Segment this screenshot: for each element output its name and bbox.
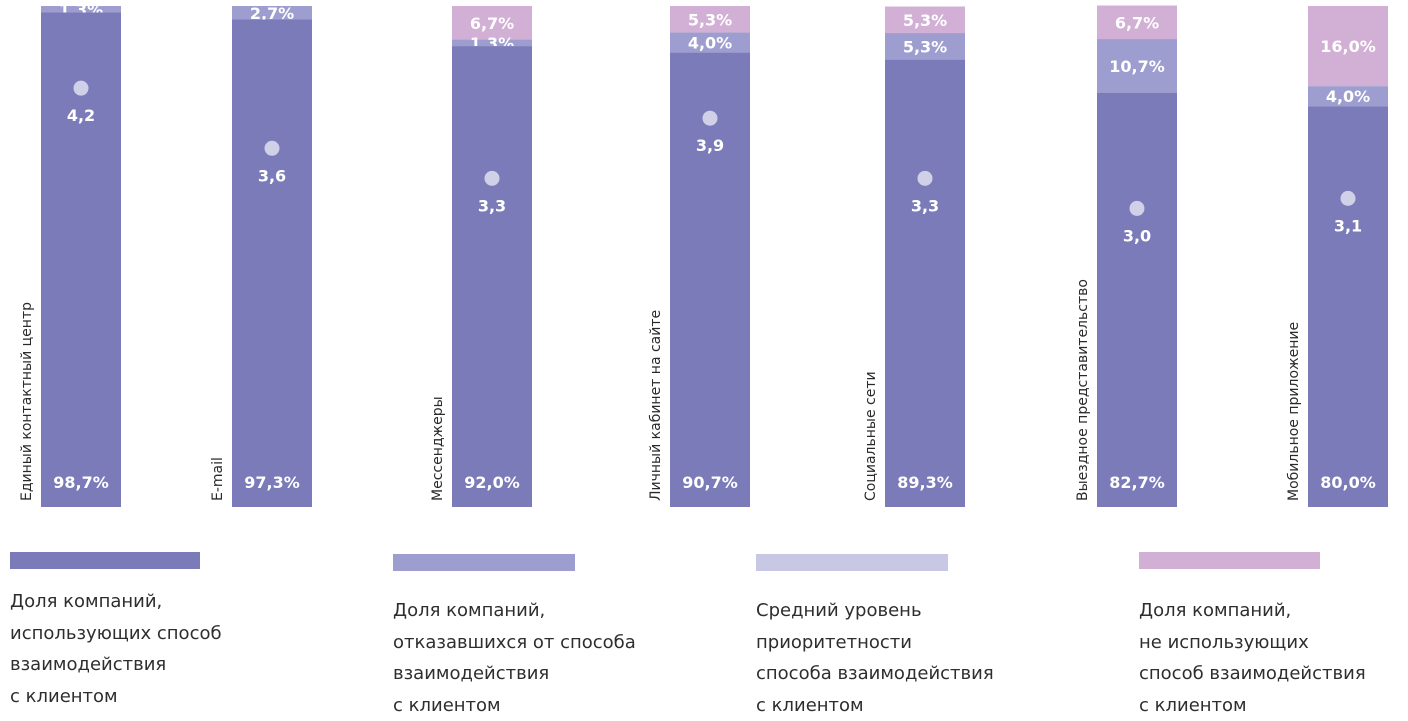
legend-swatch-not-used [1139, 552, 1320, 569]
label-not-used-4: 5,3% [903, 11, 947, 30]
label-used-5: 82,7% [1109, 473, 1165, 492]
legend-text-priority: Средний уровень приоритетности способа в… [756, 600, 994, 716]
bar-used-2 [452, 46, 532, 508]
bar-refused-1 [232, 6, 312, 20]
bar-used-1 [232, 19, 312, 507]
priority-dot-6 [1340, 190, 1356, 206]
bar-used-3 [670, 52, 750, 508]
bar-refused-3 [670, 32, 750, 53]
bar-refused-2 [452, 39, 532, 47]
label-used-3: 90,7% [682, 473, 738, 492]
bar-refused-4 [885, 33, 965, 60]
bar-not-used-5 [1097, 5, 1177, 40]
legend-item-priority: Средний уровень приоритетности способа в… [756, 554, 994, 721]
bar-used-4 [885, 59, 965, 508]
legend-item-used: Доля компаний, использующих способ взаим… [10, 552, 222, 712]
bar-used-5 [1097, 92, 1177, 507]
priority-dot-1 [264, 140, 280, 156]
bar-used-6 [1308, 106, 1388, 507]
category-label-выездное-представительство: Выездное представительство [1075, 279, 1091, 501]
bar-not-used-2 [452, 6, 532, 40]
priority-label-0: 4,2 [67, 106, 95, 125]
legend-text-refused: Доля компаний, отказавшихся от способа в… [393, 600, 636, 716]
legend-text-not-used: Доля компаний, не использующих способ вз… [1139, 600, 1366, 716]
label-used-6: 80,0% [1320, 473, 1376, 492]
label-refused-3: 4,0% [688, 34, 732, 53]
label-not-used-3: 5,3% [688, 10, 732, 29]
category-label-мобильное-приложение: Мобильное приложение [1286, 322, 1302, 501]
category-label-единый-контактный-центр: Единый контактный центр [19, 302, 35, 501]
priority-dot-3 [702, 110, 718, 126]
label-used-2: 92,0% [464, 473, 520, 492]
legend-item-not-used: Доля компаний, не использующих способ вз… [1139, 552, 1366, 721]
priority-label-6: 3,1 [1334, 216, 1362, 235]
bar-refused-5 [1097, 39, 1177, 93]
category-label-e-mail: E-mail [210, 457, 226, 501]
legend-swatch-refused [393, 554, 575, 571]
priority-label-4: 3,3 [911, 196, 939, 215]
priority-dot-4 [917, 170, 933, 186]
priority-dot-2 [484, 170, 500, 186]
legend-item-refused: Доля компаний, отказавшихся от способа в… [393, 554, 636, 721]
bar-refused-6 [1308, 86, 1388, 107]
priority-dot-0 [73, 80, 89, 96]
priority-dot-5 [1129, 200, 1145, 216]
label-refused-1: 2,7% [250, 4, 294, 23]
label-refused-6: 4,0% [1326, 87, 1370, 106]
priority-label-2: 3,3 [478, 196, 506, 215]
bar-refused-0 [41, 6, 121, 13]
label-not-used-6: 16,0% [1320, 37, 1376, 56]
priority-label-5: 3,0 [1123, 226, 1151, 245]
bar-not-used-6 [1308, 6, 1388, 87]
label-refused-5: 10,7% [1109, 57, 1165, 76]
label-used-4: 89,3% [897, 473, 953, 492]
category-label-социальные-сети: Социальные сети [863, 371, 879, 501]
priority-label-1: 3,6 [258, 166, 286, 185]
label-used-1: 97,3% [244, 473, 300, 492]
label-used-0: 98,7% [53, 473, 109, 492]
legend-swatch-priority [756, 554, 948, 571]
bar-not-used-3 [670, 6, 750, 33]
priority-label-3: 3,9 [696, 136, 724, 155]
category-label-мессенджеры: Мессенджеры [430, 396, 446, 501]
bar-not-used-4 [885, 6, 965, 34]
legend-text-used: Доля компаний, использующих способ взаим… [10, 591, 222, 707]
label-refused-4: 5,3% [903, 37, 947, 56]
label-not-used-2: 6,7% [470, 14, 514, 33]
legend-swatch-used [10, 552, 200, 569]
category-label-личный-кабинет-на-сайте: Личный кабинет на сайте [648, 310, 664, 501]
label-not-used-5: 6,7% [1115, 13, 1159, 32]
